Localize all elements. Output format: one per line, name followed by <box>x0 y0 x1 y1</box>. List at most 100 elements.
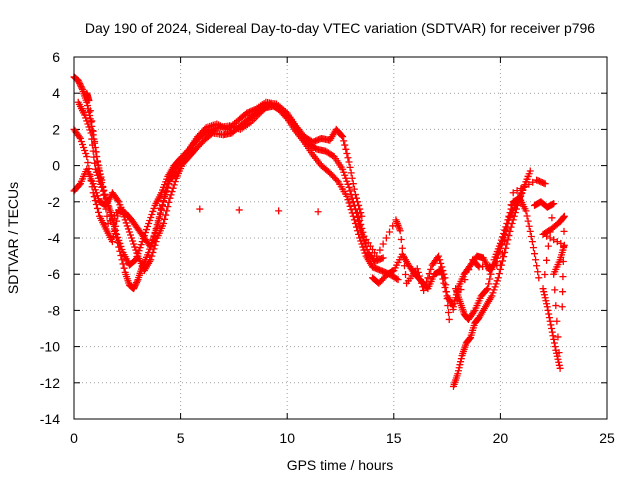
y-axis-label: SDTVAR / TECUs <box>5 182 21 294</box>
data-point <box>113 217 121 225</box>
data-point <box>495 270 503 278</box>
data-point <box>130 283 138 291</box>
data-point <box>117 242 125 250</box>
series-arc-g <box>452 194 543 323</box>
data-point <box>529 244 537 252</box>
data-point <box>148 240 156 248</box>
data-point <box>455 364 463 372</box>
data-point <box>101 198 109 206</box>
data-point <box>89 189 97 197</box>
data-point <box>108 238 116 246</box>
data-point <box>436 256 444 264</box>
data-point <box>96 167 104 175</box>
data-point <box>343 177 351 185</box>
data-point <box>153 223 161 231</box>
data-point <box>98 176 106 184</box>
data-point <box>126 231 134 239</box>
x-tick-label: 5 <box>177 430 185 446</box>
data-point <box>95 208 103 216</box>
data-point <box>121 216 129 224</box>
data-point <box>555 349 563 357</box>
data-point <box>496 239 504 247</box>
data-point <box>146 217 154 225</box>
data-point <box>75 78 83 86</box>
data-point <box>379 240 387 248</box>
data-point <box>91 197 99 205</box>
data-point <box>442 281 450 289</box>
data-point <box>497 236 505 244</box>
data-point <box>496 261 504 269</box>
data-point <box>137 241 145 249</box>
data-point <box>487 270 495 278</box>
data-point <box>160 198 168 206</box>
data-point <box>540 291 548 299</box>
data-point <box>92 168 100 176</box>
x-tick-label: 25 <box>599 430 615 446</box>
data-point <box>550 236 558 244</box>
data-point <box>548 325 556 332</box>
data-point <box>457 286 465 294</box>
data-point <box>147 243 155 251</box>
data-point <box>550 335 558 343</box>
data-point <box>507 201 515 209</box>
data-point <box>346 202 354 210</box>
data-point <box>558 303 566 311</box>
data-point <box>440 279 448 287</box>
data-point <box>547 321 555 329</box>
data-point <box>474 262 482 270</box>
data-point <box>81 147 89 155</box>
data-point <box>150 204 158 212</box>
data-point <box>129 237 137 245</box>
data-point <box>509 189 517 197</box>
series-scatter-extra <box>83 89 549 323</box>
data-point <box>102 205 110 213</box>
data-point <box>88 117 96 125</box>
data-point <box>441 274 449 282</box>
data-point <box>560 213 568 221</box>
data-point <box>525 180 533 188</box>
data-point <box>115 236 123 244</box>
data-point <box>351 191 359 199</box>
data-point <box>501 237 509 245</box>
data-point <box>90 153 98 161</box>
x-tick-label: 15 <box>386 430 402 446</box>
data-point <box>346 187 354 195</box>
data-point <box>485 280 493 288</box>
data-point <box>88 141 96 149</box>
data-point <box>85 165 93 173</box>
data-point <box>524 217 532 225</box>
data-point <box>453 296 461 304</box>
data-point <box>165 180 173 188</box>
plot-frame <box>73 56 608 420</box>
data-point <box>346 163 354 171</box>
data-point <box>111 227 119 235</box>
data-point <box>114 196 122 204</box>
data-point <box>422 278 430 286</box>
data-point <box>149 248 157 256</box>
data-point <box>483 286 491 294</box>
data-point <box>504 216 512 224</box>
data-point <box>235 206 243 214</box>
data-point <box>97 173 105 181</box>
data-point <box>343 192 351 200</box>
data-point <box>551 343 559 351</box>
data-point <box>424 274 432 282</box>
y-tick-label: 0 <box>52 158 60 174</box>
data-point <box>382 234 390 242</box>
data-point <box>341 171 349 179</box>
data-point <box>484 285 492 293</box>
data-point <box>489 289 497 297</box>
data-point <box>393 275 401 283</box>
data-point <box>171 178 179 186</box>
data-point <box>535 274 543 282</box>
data-point <box>91 165 99 173</box>
data-point <box>534 268 542 276</box>
series-arc-a <box>70 73 402 293</box>
data-point <box>461 276 469 284</box>
data-point <box>541 271 549 279</box>
data-point <box>526 167 534 175</box>
data-point <box>457 355 465 363</box>
data-point <box>531 250 539 258</box>
data-point <box>421 282 429 290</box>
